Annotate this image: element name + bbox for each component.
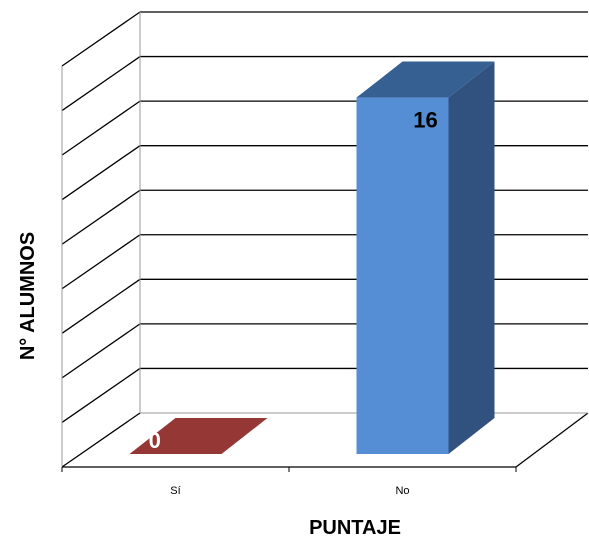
chart-labels: 0 Sí 16 No [149, 108, 438, 497]
grid-side-line [61, 412, 141, 468]
grid-side-line [61, 145, 141, 201]
bar-front [356, 97, 449, 455]
grid-side-line [61, 278, 141, 334]
x-axis-title: PUNTAJE [309, 517, 401, 539]
bar-side [448, 61, 495, 455]
bar-top [356, 61, 495, 98]
grid-side-line [61, 323, 141, 379]
grid-side-line [61, 56, 141, 112]
y-axis-title: N° ALUMNOS [17, 232, 39, 360]
bar-top [129, 418, 268, 454]
grid-side-line [61, 234, 141, 290]
bar [356, 61, 495, 455]
grid-side-line [61, 100, 141, 156]
chart-bars [129, 61, 495, 455]
data-label: 16 [413, 108, 437, 133]
x-tick-label: No [395, 485, 409, 497]
floor-right-edge [515, 412, 589, 468]
x-tick-label: Sí [170, 485, 180, 497]
bar [129, 418, 268, 454]
grid-side-line [61, 189, 141, 245]
data-label: 0 [149, 428, 161, 453]
grid-side-line [61, 11, 141, 67]
grid-side-line [61, 367, 141, 423]
chart-grid [61, 11, 589, 472]
